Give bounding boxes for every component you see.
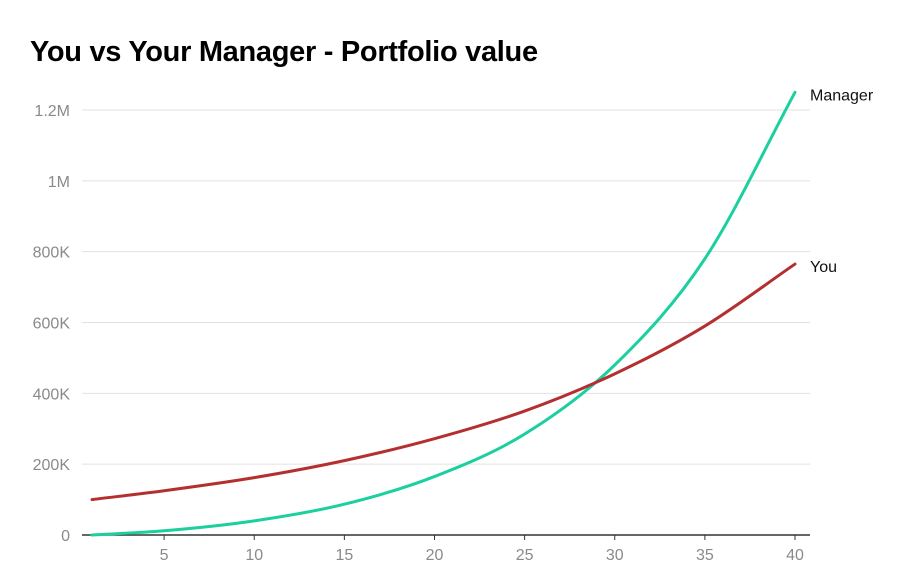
x-tick-label: 35 <box>696 547 714 564</box>
x-tick-label: 5 <box>160 547 169 564</box>
y-tick-label: 200K <box>33 457 71 474</box>
grid-lines <box>82 109 810 536</box>
y-tick-label: 0 <box>61 528 70 545</box>
series-labels: Manager You <box>810 87 874 276</box>
x-axis-ticks: 5 10 15 20 25 30 35 40 <box>160 535 804 564</box>
series-line-you <box>90 262 797 502</box>
y-tick-label: 800K <box>33 245 71 262</box>
y-tick-label: 1.2M <box>34 103 70 120</box>
x-tick-label: 30 <box>606 547 624 564</box>
x-tick-label: 20 <box>426 547 444 564</box>
x-tick-label: 15 <box>335 547 353 564</box>
series-label-you: You <box>810 259 837 276</box>
y-axis-ticks: 0 200K 400K 600K 800K 1M 1.2M <box>33 103 71 545</box>
x-tick-label: 40 <box>786 547 804 564</box>
y-tick-label: 1M <box>48 174 70 191</box>
x-tick-label: 25 <box>516 547 534 564</box>
series-line-manager <box>90 90 797 537</box>
series-lines <box>90 90 797 537</box>
y-tick-label: 400K <box>33 386 71 403</box>
x-tick-label: 10 <box>245 547 263 564</box>
chart-title: You vs Your Manager - Portfolio value <box>30 36 538 68</box>
series-label-manager: Manager <box>810 87 874 104</box>
y-tick-label: 600K <box>33 316 71 333</box>
